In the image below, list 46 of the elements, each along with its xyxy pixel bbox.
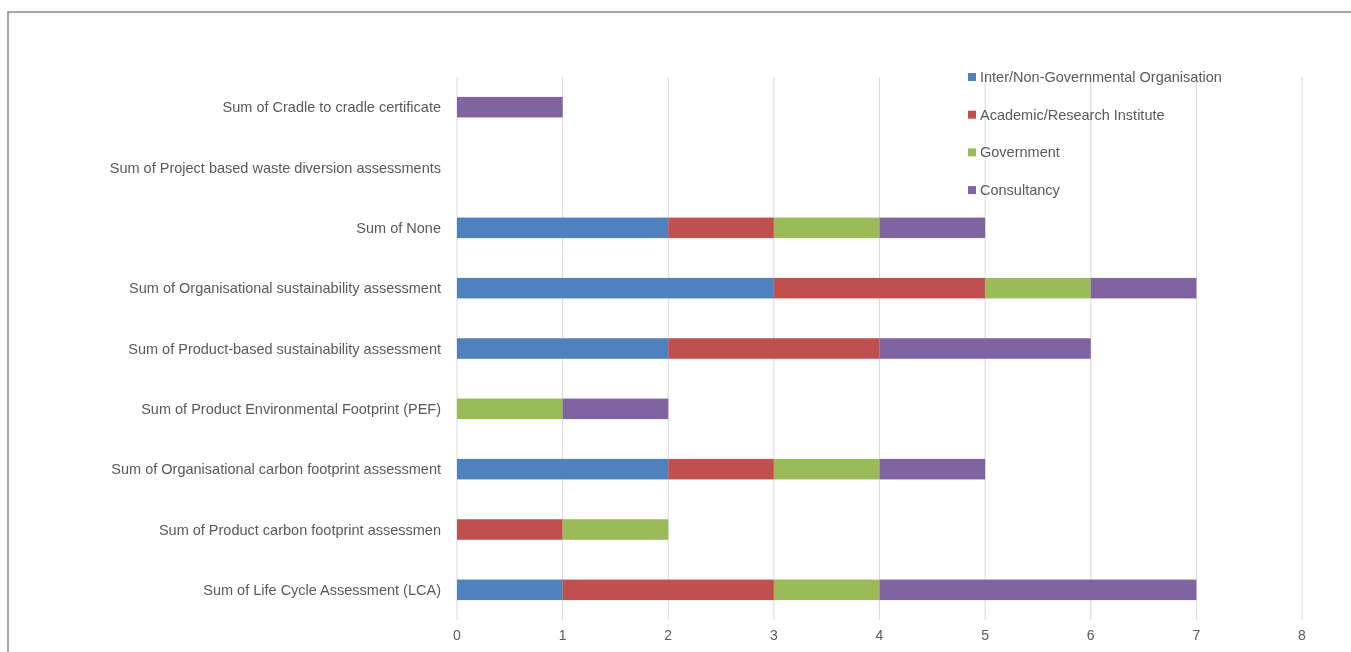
- legend-label: Consultancy: [980, 182, 1061, 199]
- y-tick-label: Sum of None: [356, 219, 441, 236]
- bar: [457, 458, 669, 480]
- legend-label: Government: [980, 144, 1060, 161]
- bar: [879, 458, 986, 480]
- bar: [773, 458, 880, 480]
- x-tick-label: 2: [664, 627, 673, 643]
- legend-label: Inter/Non-Governmental Organisation: [980, 69, 1222, 86]
- bar: [668, 458, 774, 480]
- y-tick-label: Sum of Product Environmental Footprint (PEF): [141, 400, 441, 417]
- y-tick-label: Sum of Cradle to cradle certificate: [222, 99, 441, 116]
- bar: [457, 338, 669, 359]
- bar: [457, 519, 563, 540]
- legend-label: Academic/Research Institute: [980, 106, 1165, 123]
- x-tick-label: 1: [558, 627, 567, 643]
- bar: [457, 217, 669, 239]
- bar: [457, 579, 563, 601]
- bar: [562, 519, 669, 540]
- bar: [773, 277, 986, 299]
- y-tick-label: Sum of Life Cycle Assessment (LCA): [203, 581, 441, 598]
- x-tick-label: 7: [1192, 627, 1201, 643]
- bar: [668, 338, 880, 359]
- x-tick-label: 8: [1298, 627, 1307, 643]
- bar: [562, 398, 669, 420]
- bar: [562, 579, 774, 601]
- bar: [985, 277, 1091, 299]
- y-tick-label: Sum of Product-based sustainability assessment: [128, 340, 441, 357]
- bar: [879, 338, 1091, 359]
- bar: [457, 277, 774, 299]
- bar: [879, 579, 1197, 601]
- x-tick-label: 0: [453, 627, 462, 643]
- bar: [668, 217, 774, 239]
- bar: [879, 217, 986, 239]
- bar: [457, 398, 563, 420]
- y-tick-label: Sum of Organisational carbon footprint assessment: [111, 461, 441, 478]
- bar: [773, 579, 880, 601]
- x-tick-label: 5: [981, 627, 990, 643]
- bar: [773, 217, 880, 239]
- x-tick-label: 4: [875, 627, 884, 643]
- y-tick-label: Sum of Organisational sustainability assessment: [129, 280, 441, 297]
- y-tick-label: Sum of Product carbon footprint assessmen: [158, 521, 441, 538]
- bar: [457, 96, 563, 118]
- y-tick-label: Sum of Project based waste diversion assessments: [109, 159, 441, 176]
- x-tick-label: 6: [1086, 627, 1095, 643]
- x-tick-label: 3: [769, 627, 778, 643]
- bar: [1090, 277, 1197, 299]
